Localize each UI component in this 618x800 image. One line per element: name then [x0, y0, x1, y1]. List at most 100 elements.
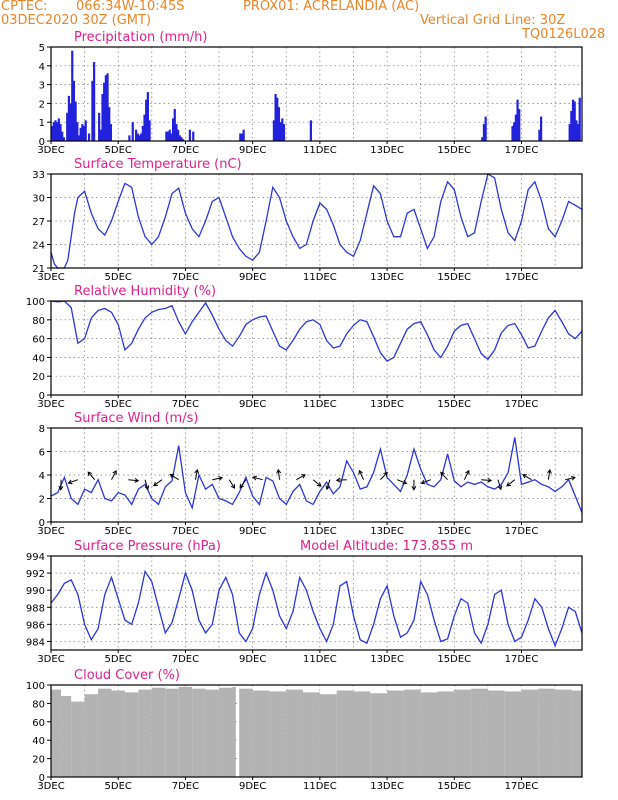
- precip-bar: [272, 120, 276, 141]
- precip-bar: [309, 120, 312, 141]
- header-station: PROX01: ACRELANDIA (AC): [243, 0, 420, 14]
- precip-ytick-label: 0: [39, 137, 45, 148]
- precip-bar: [570, 110, 573, 141]
- precip-bar: [128, 135, 131, 141]
- wind-xtick-label: 13DEC: [370, 526, 404, 537]
- wind-panel: Surface Wind (m/s) 0 2 4 6 8 3DEC 5DEC 7DEC 9DEC 1…: [37, 411, 583, 537]
- cloud-cover-segment: [124, 692, 139, 777]
- precip-bar: [277, 107, 281, 141]
- temp-ytick-label: 33: [32, 170, 45, 181]
- precip-bar: [140, 133, 143, 141]
- cloud-xtick-label: 13DEC: [370, 781, 404, 792]
- cloud-cover-segment: [471, 688, 488, 777]
- precip-bar: [84, 120, 87, 141]
- precip-xtick-label: 3DEC: [37, 145, 64, 156]
- precip-bar: [109, 124, 113, 141]
- cloud-ytick-label: 80: [32, 699, 45, 710]
- precip-bar: [166, 131, 170, 141]
- precip-bar: [539, 116, 543, 141]
- precip-bar: [168, 129, 171, 141]
- cloud-cover-segment: [286, 689, 304, 777]
- rh-ytick-label: 80: [32, 316, 45, 327]
- rh-ytick-label: 60: [32, 335, 45, 346]
- wind-xtick-label: 15DEC: [437, 526, 471, 537]
- precip-bar: [481, 137, 484, 141]
- precip-bar: [146, 92, 149, 141]
- precip-bar: [56, 122, 59, 141]
- cloud-cover-segment: [437, 691, 455, 777]
- precip-bar: [62, 137, 65, 141]
- wind-arrow: [111, 469, 117, 480]
- precip-bar: [165, 131, 168, 141]
- wind-ytick-label: 2: [39, 495, 45, 506]
- temp-ytick-label: 21: [32, 264, 45, 275]
- pressure-xtick-label: 15DEC: [437, 654, 471, 665]
- precip-bar: [101, 94, 104, 141]
- temp-xtick-label: 3DEC: [37, 272, 64, 283]
- precip-bar: [573, 101, 576, 141]
- cloud-cover-segment: [319, 694, 337, 777]
- precip-bar: [482, 124, 486, 141]
- wind-arrow: [276, 468, 282, 480]
- temp-frame: [50, 173, 583, 269]
- cloud-xtick-label: 9DEC: [239, 781, 266, 792]
- wind-ytick-label: 8: [39, 424, 45, 435]
- pressure-xtick-label: 3DEC: [37, 654, 64, 665]
- precip-bar: [188, 129, 191, 141]
- precip-bar: [66, 112, 69, 141]
- wind-xtick-label: 17DEC: [505, 526, 539, 537]
- pressure-ytick-label: 988: [26, 603, 45, 614]
- precip-bar: [54, 120, 57, 141]
- wind-arrow: [547, 468, 552, 480]
- wind-arrow: [565, 475, 576, 481]
- cloud-xtick-label: 7DEC: [172, 781, 199, 792]
- wind-series-line: [50, 437, 583, 513]
- precip-ytick-label: 3: [39, 81, 45, 92]
- cloud-ytick-label: 20: [32, 755, 45, 766]
- precip-bar: [59, 124, 62, 141]
- temp-panel: Surface Temperature (nC) 21 24 27 30 33 3DEC 5D…: [32, 157, 583, 283]
- rh-frame: [50, 300, 583, 396]
- pressure-ytick-label: 984: [26, 637, 45, 648]
- pressure-xtick-label: 13DEC: [370, 654, 404, 665]
- cloud-cover-segment: [51, 689, 62, 777]
- precip-ytick-label: 5: [39, 43, 45, 54]
- cloud-frame: [50, 684, 583, 778]
- precip-bar: [108, 107, 111, 141]
- cloud-cover-segment: [71, 701, 85, 777]
- wind-arrow: [228, 479, 236, 489]
- wind-arrow: [358, 469, 365, 480]
- precip-bar: [141, 125, 144, 141]
- wind-arrow: [239, 479, 247, 489]
- precip-bar: [575, 120, 578, 141]
- precip-panel: Precipitation (mm/h) 0 1 2 3 4 5 3DEC 5DEC 7DEC 9D…: [37, 30, 583, 156]
- precip-xtick-label: 7DEC: [172, 145, 199, 156]
- cloud-cover-segment: [111, 690, 125, 777]
- precip-bar: [98, 112, 101, 141]
- precip-bar: [276, 97, 279, 141]
- precip-title: Precipitation (mm/h): [74, 30, 207, 45]
- wind-title: Surface Wind (m/s): [74, 411, 198, 426]
- cloud-cover-segment: [239, 688, 253, 777]
- precip-bar: [143, 114, 146, 141]
- wind-arrow: [67, 479, 79, 485]
- wind-arrow: [325, 479, 331, 491]
- pressure-xtick-label: 7DEC: [172, 654, 199, 665]
- cloud-cover-segment: [555, 689, 572, 777]
- precip-bar: [131, 122, 134, 141]
- cloud-panel: Cloud Cover (%) 0 20 40 60 80 100 3DEC 5DEC 7DEC 9…: [26, 668, 583, 792]
- rh-xtick-label: 9DEC: [239, 399, 266, 410]
- cloud-cover-segment: [252, 690, 270, 777]
- header-grid-note: Vertical Grid Line: 30Z: [420, 13, 566, 28]
- rh-ytick-label: 100: [26, 297, 45, 308]
- cloud-cover-segment: [61, 696, 72, 777]
- precip-bar: [93, 62, 96, 141]
- wind-arrow: [169, 473, 179, 481]
- wind-arrow: [58, 479, 64, 491]
- wind-frame: [50, 427, 583, 523]
- cloud-cover-segment: [487, 690, 505, 777]
- rh-xtick-label: 7DEC: [172, 399, 199, 410]
- pressure-altitude-annotation: Model Altitude: 173.855 m: [300, 539, 473, 554]
- cloud-cover-segment: [454, 689, 472, 777]
- precip-bar: [513, 122, 516, 141]
